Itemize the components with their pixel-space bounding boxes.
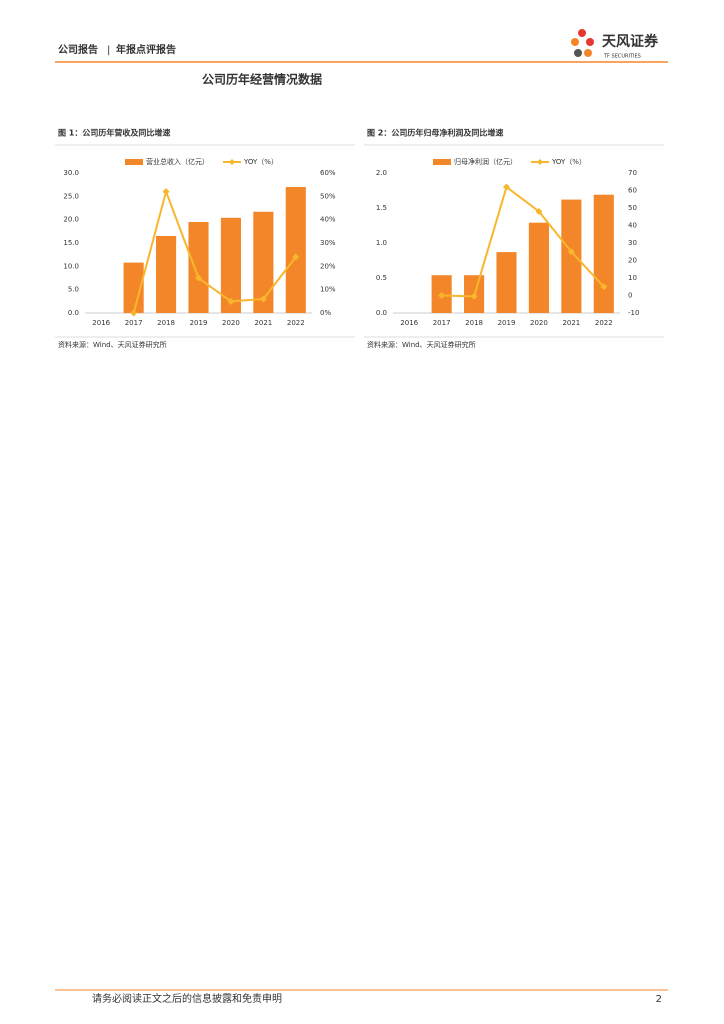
y2-tick-label: 10%: [320, 286, 336, 294]
y2-tick-label: 50%: [320, 192, 336, 200]
marker: [130, 309, 138, 317]
x-tick-label: 2020: [530, 319, 548, 327]
page-number: 2: [656, 994, 662, 1005]
x-tick-label: 2019: [190, 319, 208, 327]
x-tick-label: 2020: [222, 319, 240, 327]
bar: [496, 252, 517, 313]
y-tick-label: 30.0: [63, 169, 79, 177]
marker: [567, 248, 575, 256]
legend-marker: [229, 159, 235, 165]
y-tick-label: 0.5: [376, 274, 387, 282]
bar: [561, 199, 582, 313]
legend-label: YOY（%）: [551, 158, 586, 166]
bar: [285, 187, 306, 313]
y-tick-label: 1.0: [376, 239, 387, 247]
y2-tick-label: 10: [628, 274, 637, 282]
y2-tick-label: 40: [628, 222, 637, 230]
logo-name: 天风证券: [602, 33, 659, 50]
x-tick-label: 2019: [498, 319, 516, 327]
y2-tick-label: 70: [628, 169, 637, 177]
logo-english: TF SECURITIES: [603, 54, 641, 60]
marker: [227, 297, 235, 305]
y-tick-label: 2.0: [376, 169, 387, 177]
line: [441, 185, 605, 298]
x-tick-label: 2017: [125, 319, 143, 327]
legend-label: YOY（%）: [243, 158, 278, 166]
bar: [593, 194, 614, 313]
bar: [253, 211, 274, 313]
y2-tick-label: 20: [628, 257, 637, 265]
chart-title: 图 2：公司历年归母净利润及同比增速: [367, 128, 503, 138]
y2-tick-label: 30%: [320, 239, 336, 247]
marker: [535, 208, 543, 215]
bar: [188, 222, 209, 313]
y-tick-label: 1.5: [376, 204, 387, 212]
logo-icon: [571, 29, 594, 57]
y2-tick-label: 30: [628, 239, 637, 247]
y-tick-label: 20.0: [63, 216, 79, 224]
footer-disclaimer: 请务必阅读正文之后的信息披露和免责申明: [92, 992, 282, 1005]
y2-tick-label: 0%: [320, 309, 331, 317]
x-tick-label: 2017: [433, 319, 451, 327]
x-tick-label: 2016: [92, 319, 110, 327]
legend-swatch: [125, 159, 143, 165]
x-tick-label: 2021: [254, 319, 272, 327]
x-tick-label: 2022: [595, 319, 613, 327]
bar: [123, 262, 144, 313]
y2-tick-label: 60: [628, 187, 637, 195]
x-tick-label: 2022: [287, 319, 305, 327]
y-tick-label: 25.0: [63, 192, 79, 200]
marker: [438, 292, 446, 299]
y2-tick-label: 0: [628, 292, 632, 300]
chart-source: 资料来源：Wind、天风证券研究所: [367, 340, 476, 349]
legend-label: 归母净利润（亿元）: [454, 157, 517, 166]
x-tick-label: 2021: [562, 319, 580, 327]
y2-tick-label: 40%: [320, 216, 336, 224]
header-right: 年报点评报告: [116, 43, 176, 56]
bar: [220, 217, 241, 313]
bar: [528, 222, 549, 313]
y2-tick-label: 50: [628, 204, 637, 212]
x-tick-label: 2016: [400, 319, 418, 327]
marker: [470, 292, 478, 300]
y-tick-label: 15.0: [63, 239, 79, 247]
y-tick-label: 10.0: [63, 262, 79, 270]
x-tick-label: 2018: [465, 319, 483, 327]
y2-tick-label: -10: [628, 309, 639, 317]
marker: [600, 283, 608, 291]
y-tick-label: 0.0: [68, 309, 79, 317]
y-tick-label: 5.0: [68, 286, 79, 294]
marker: [195, 274, 202, 282]
chart-title: 图 1：公司历年营收及同比增速: [58, 128, 170, 138]
marker: [162, 188, 170, 196]
header-sep: |: [107, 45, 110, 56]
marker: [259, 295, 267, 303]
y2-tick-label: 20%: [320, 262, 336, 270]
header-left: 公司报告: [58, 43, 98, 56]
chart-source: 资料来源：Wind、天风证券研究所: [58, 340, 167, 349]
section-title: 公司历年经营情况数据: [202, 72, 322, 87]
x-tick-label: 2018: [157, 319, 175, 327]
legend-swatch: [433, 159, 451, 165]
bar: [156, 236, 177, 313]
marker: [503, 183, 510, 191]
line: [132, 188, 297, 314]
y-tick-label: 0.0: [376, 309, 387, 317]
legend-label: 营业总收入（亿元）: [146, 157, 209, 166]
legend-marker: [537, 159, 543, 165]
y2-tick-label: 60%: [320, 169, 336, 177]
marker: [292, 253, 300, 261]
